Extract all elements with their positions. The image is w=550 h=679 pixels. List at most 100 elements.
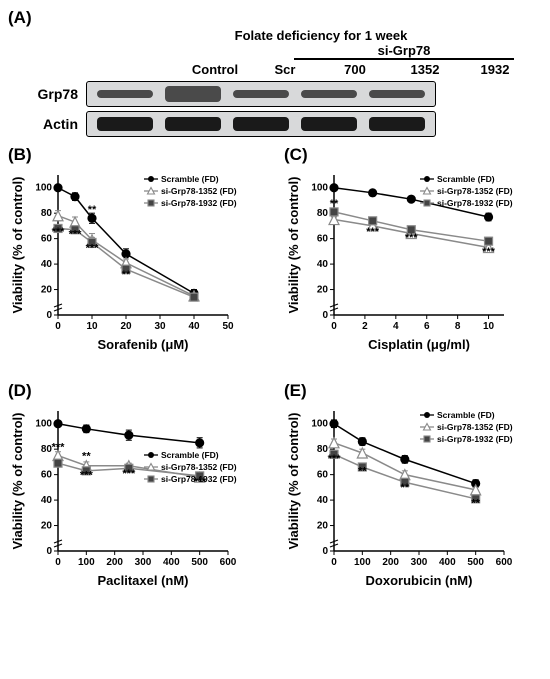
svg-text:Cisplatin (μg/ml): Cisplatin (μg/ml) [368,337,470,352]
band [369,117,425,131]
membrane [86,111,436,137]
band [165,117,221,131]
svg-text:80: 80 [41,208,53,219]
svg-text:Viability (% of control): Viability (% of control) [286,413,301,550]
chart-D: (D)0100200300400500600020406080100Viabil… [8,381,266,611]
lane-label: 1932 [460,62,530,77]
svg-text:6: 6 [424,321,430,332]
band [369,90,425,98]
svg-text:60: 60 [317,470,329,481]
svg-text:40: 40 [41,259,53,270]
blot-row-label: Actin [8,116,86,132]
svg-text:***: *** [52,226,66,238]
svg-text:**: ** [358,466,367,478]
svg-text:Scramble (FD): Scramble (FD) [161,174,219,184]
panel-E-label: (E) [284,381,307,400]
svg-text:500: 500 [191,557,208,568]
svg-text:***: *** [69,228,83,240]
band [301,117,357,131]
svg-text:60: 60 [317,234,329,245]
svg-text:si-Grp78-1932 (FD): si-Grp78-1932 (FD) [161,198,237,208]
svg-text:300: 300 [411,557,428,568]
band [165,86,221,102]
svg-text:Paclitaxel (nM): Paclitaxel (nM) [97,573,188,588]
svg-text:100: 100 [78,557,95,568]
lane-label: Control [180,62,250,77]
chart-B: (B)01020304050020406080100Viability (% o… [8,145,266,375]
svg-text:si-Grp78-1352 (FD): si-Grp78-1352 (FD) [437,422,513,432]
panel-B-label: (B) [8,145,32,164]
svg-text:**: ** [330,198,339,210]
blot-row-label: Grp78 [8,86,86,102]
svg-text:Doxorubicin (nM): Doxorubicin (nM) [366,573,473,588]
svg-text:***: *** [52,441,66,453]
svg-text:**: ** [471,497,480,509]
svg-text:600: 600 [496,557,513,568]
svg-text:10: 10 [483,321,495,332]
svg-text:***: *** [86,242,100,254]
band [97,90,153,98]
svg-text:4: 4 [393,321,399,332]
membrane [86,81,436,107]
svg-text:20: 20 [41,521,53,532]
svg-text:**: ** [358,439,367,451]
lane-label: Scr [250,62,320,77]
svg-text:**: ** [401,482,410,494]
svg-text:40: 40 [188,321,200,332]
chart-C-plot: 0246810020406080100Viability (% of contr… [284,165,524,375]
svg-text:Sorafenib (μM): Sorafenib (μM) [97,337,188,352]
svg-text:Viability (% of control): Viability (% of control) [10,177,25,314]
svg-text:Scramble (FD): Scramble (FD) [437,174,495,184]
svg-text:100: 100 [35,419,52,430]
band [97,117,153,131]
svg-text:si-Grp78-1932 (FD): si-Grp78-1932 (FD) [437,434,513,444]
chart-E: (E)0100200300400500600020406080100Viabil… [284,381,542,611]
svg-text:100: 100 [354,557,371,568]
svg-text:10: 10 [86,321,98,332]
svg-text:0: 0 [322,546,328,557]
svg-text:40: 40 [317,495,329,506]
chart-C: (C)0246810020406080100Viability (% of co… [284,145,542,375]
blot-row: Grp78 [8,81,542,107]
svg-text:Scramble (FD): Scramble (FD) [161,450,219,460]
panel-D-label: (D) [8,381,32,400]
si-header: si-Grp78 [294,43,514,60]
chart-grid: (B)01020304050020406080100Viability (% o… [8,145,542,611]
svg-text:200: 200 [106,557,123,568]
svg-text:2: 2 [362,321,368,332]
svg-text:**: ** [82,450,91,462]
svg-text:40: 40 [41,495,53,506]
svg-text:***: *** [482,246,496,258]
svg-text:***: *** [405,232,419,244]
svg-text:600: 600 [220,557,237,568]
svg-text:500: 500 [467,557,484,568]
lane-labels: ControlScr70013521932 [180,62,530,77]
panel-a: (A) Folate deficiency for 1 week si-Grp7… [8,8,542,137]
svg-text:0: 0 [331,557,337,568]
svg-text:0: 0 [55,557,61,568]
svg-text:400: 400 [163,557,180,568]
svg-text:20: 20 [317,285,329,296]
svg-text:**: ** [88,204,97,216]
svg-text:100: 100 [311,419,328,430]
svg-text:0: 0 [46,546,52,557]
svg-text:***: *** [328,453,342,465]
svg-text:8: 8 [455,321,461,332]
svg-text:Viability (% of control): Viability (% of control) [286,177,301,314]
svg-text:0: 0 [322,310,328,321]
svg-text:si-Grp78-1352 (FD): si-Grp78-1352 (FD) [161,186,237,196]
svg-text:0: 0 [331,321,337,332]
band [301,90,357,98]
svg-text:20: 20 [41,285,53,296]
svg-text:Viability (% of control): Viability (% of control) [10,413,25,550]
band [233,117,289,131]
svg-text:***: *** [80,469,94,481]
svg-text:**: ** [122,269,131,281]
svg-text:20: 20 [317,521,329,532]
svg-text:20: 20 [120,321,132,332]
blot-row: Actin [8,111,542,137]
svg-text:100: 100 [311,183,328,194]
blot-rows: Grp78 Actin [8,81,542,137]
svg-text:30: 30 [154,321,166,332]
svg-text:50: 50 [222,321,234,332]
